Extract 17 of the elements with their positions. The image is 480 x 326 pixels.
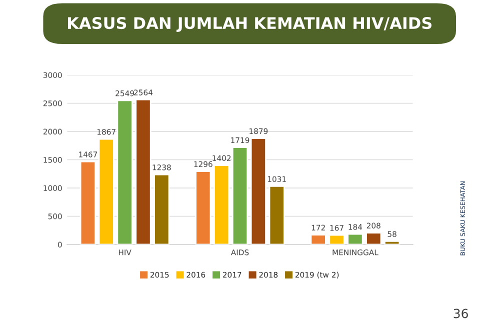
bar [80,160,96,244]
chart-title: KASUS DAN JUMLAH KEMATIAN HIV/AIDS [68,17,432,32]
bar [214,164,230,244]
bar [384,240,400,244]
bar [116,100,133,244]
bar [250,138,266,244]
bar [328,234,345,244]
bar [154,174,170,244]
text: 36 [454,308,468,318]
bar [232,146,248,244]
bar [135,98,152,244]
bar [195,170,212,244]
bar [268,186,285,244]
bar [366,232,382,244]
bar [98,138,114,244]
bar [347,233,364,244]
bar [310,234,326,244]
